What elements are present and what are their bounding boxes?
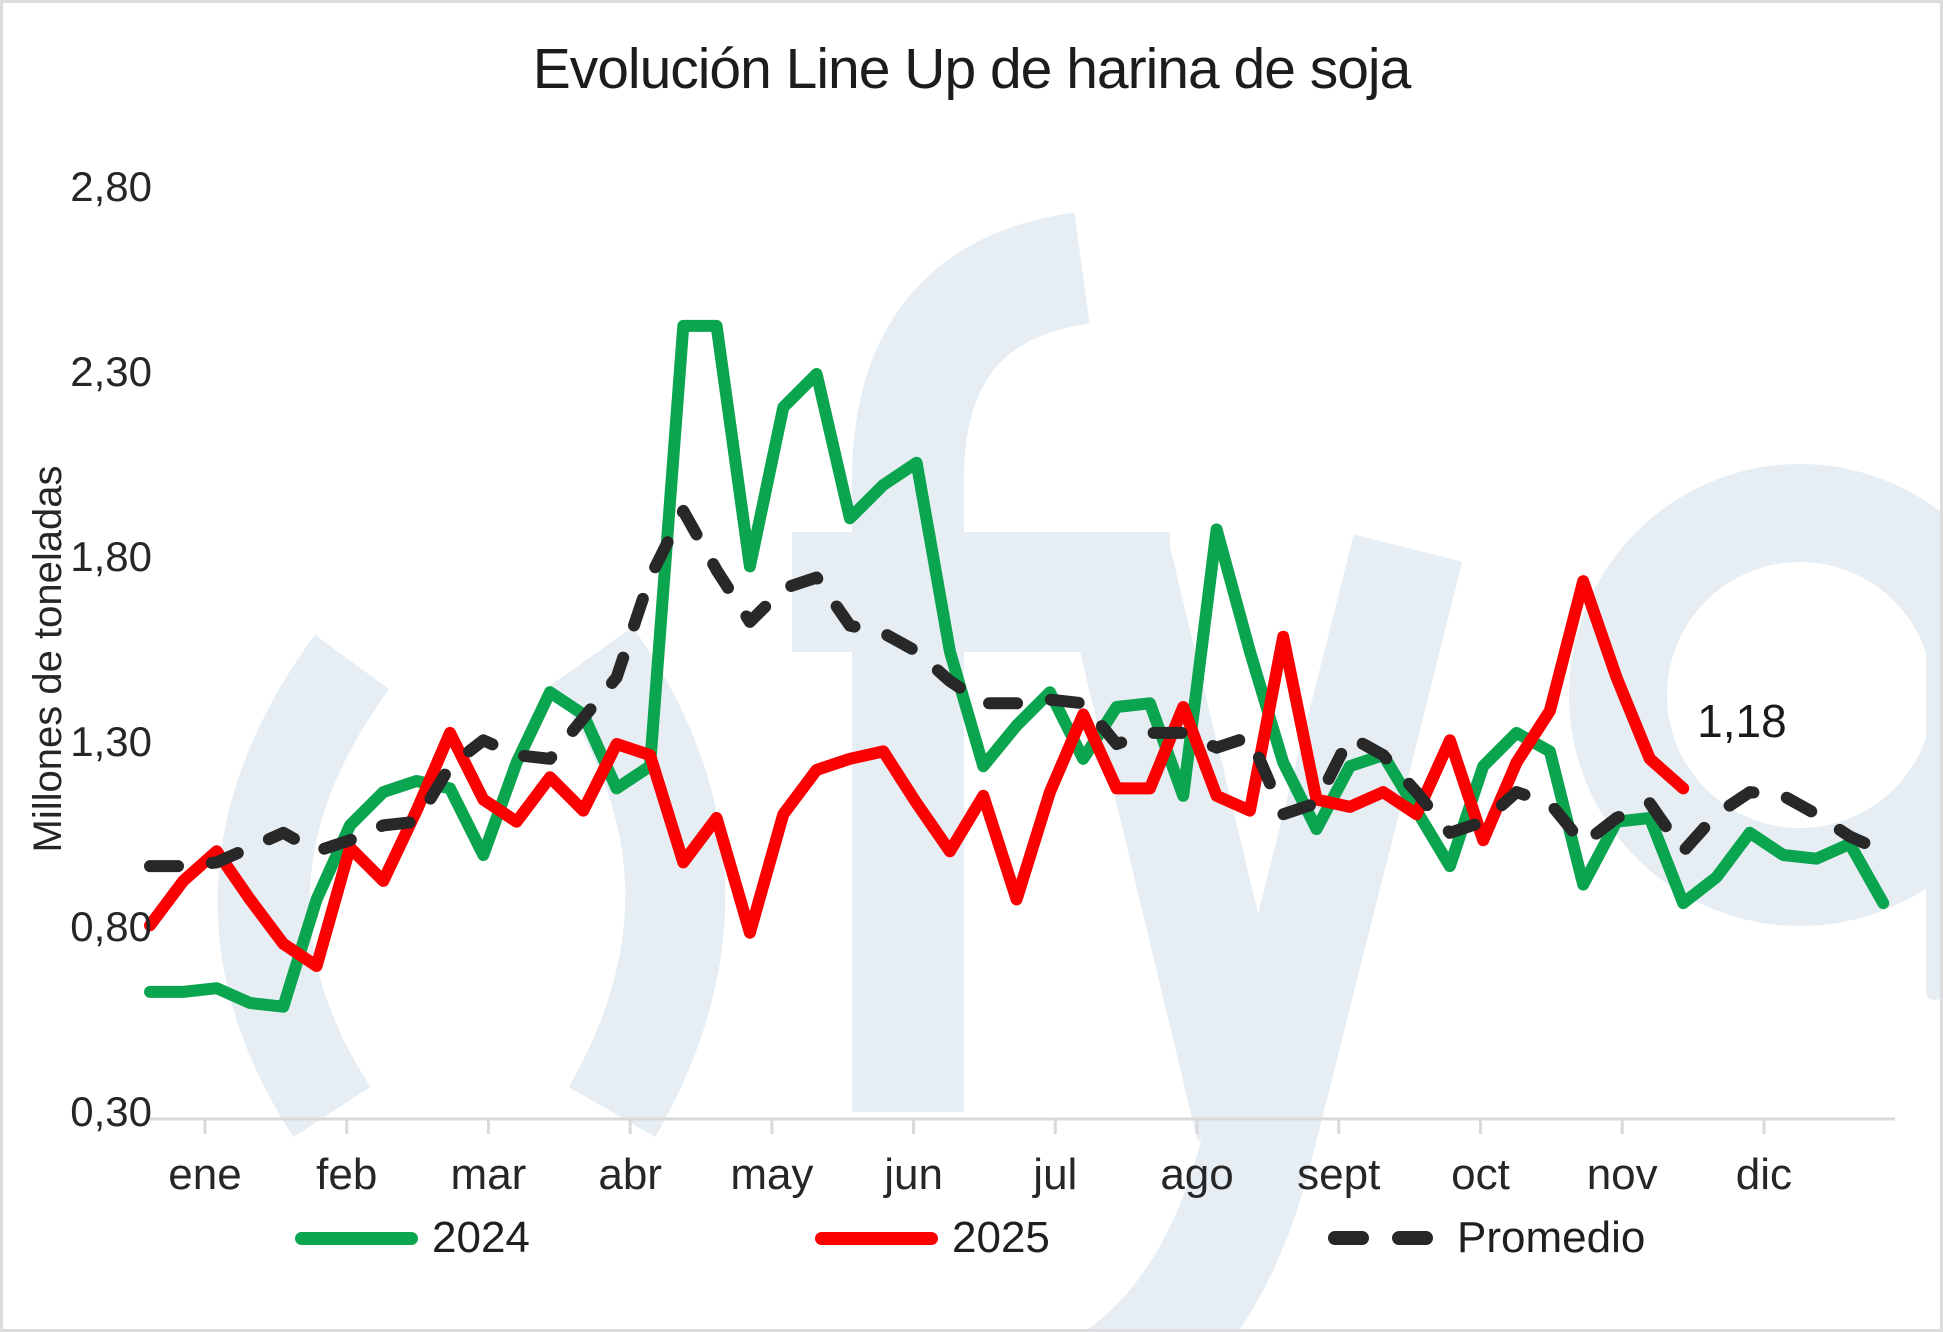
x-tick-label-jul: jul: [1033, 1150, 1078, 1199]
y-tick-label-1,80: 1,80: [70, 533, 152, 580]
watermark-paren-left: [217, 634, 390, 1138]
y-axis-title: Millones de toneladas: [26, 465, 70, 853]
legend-label-promedio: Promedio: [1457, 1213, 1646, 1262]
series-line-2025: [144, 575, 1690, 972]
y-tick-label-2,80: 2,80: [70, 163, 152, 210]
legend-dash-segment: [1328, 1231, 1369, 1245]
chart-legend: 2024 2025 Promedio: [0, 1213, 1943, 1274]
y-tick-label-1,30: 1,30: [70, 718, 152, 765]
x-tick-label-feb: feb: [316, 1150, 378, 1199]
x-tick-label-abr: abr: [598, 1150, 662, 1199]
legend-item-2025: 2025: [815, 1213, 1050, 1262]
legend-dash-segment: [1392, 1231, 1433, 1245]
watermark-letter-y-right: [1083, 534, 1463, 1332]
legend-item-2024: 2024: [295, 1213, 530, 1262]
watermark-paren-right: [550, 627, 726, 1137]
x-tick-label-jun: jun: [884, 1150, 943, 1199]
x-tick-label-ene: ene: [168, 1150, 242, 1199]
x-tick-label-oct: oct: [1451, 1150, 1510, 1199]
legend-line-sample-promedio: [1328, 1231, 1433, 1245]
watermark-edge-strip: [1926, 600, 1943, 1000]
x-tick-label-ago: ago: [1160, 1150, 1234, 1199]
x-tick-label-dic: dic: [1735, 1150, 1793, 1199]
y-tick-label-0,80: 0,80: [70, 903, 152, 950]
last-value-data-label: 1,18: [1697, 695, 1787, 748]
y-tick-label-2,30: 2,30: [70, 348, 152, 395]
legend-label-2025: 2025: [952, 1213, 1050, 1262]
y-tick-label-0,30: 0,30: [70, 1088, 152, 1135]
x-tick-label-nov: nov: [1586, 1150, 1658, 1199]
x-tick-label-sept: sept: [1297, 1150, 1381, 1199]
watermark-letter-y-left: [1057, 531, 1307, 1142]
legend-line-sample-2024: [295, 1231, 418, 1245]
x-tick-label-mar: mar: [450, 1150, 527, 1199]
legend-line-sample-2025: [815, 1231, 938, 1245]
watermark-letter-f-stem: [852, 212, 1091, 1112]
legend-item-promedio: Promedio: [1328, 1213, 1646, 1262]
legend-label-2024: 2024: [432, 1213, 530, 1262]
chart-title: Evolución Line Up de harina de soja: [532, 37, 1412, 101]
series-line-promedio: [144, 504, 1890, 873]
x-tick-label-may: may: [730, 1150, 814, 1199]
